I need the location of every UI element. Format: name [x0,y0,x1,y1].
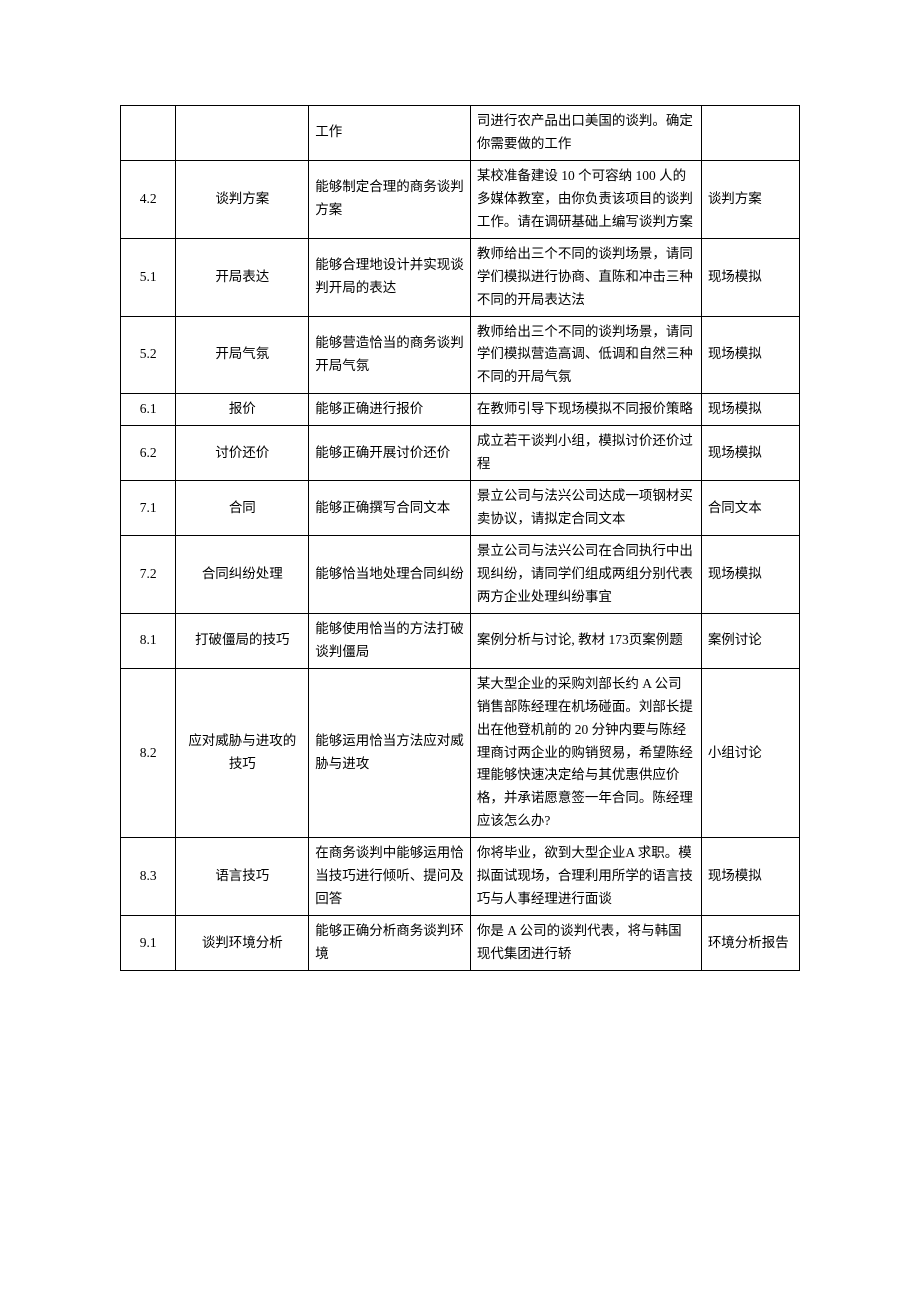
table-body: 工作 司进行农产品出口美国的谈判。确定你需要做的工作 4.2 谈判方案 能够制定… [121,106,800,971]
cell-id: 7.2 [121,536,176,614]
cell-goal: 能够运用恰当方法应对威胁与进攻 [309,668,471,838]
table-row: 4.2 谈判方案 能够制定合理的商务谈判方案 某校准备建设 10 个可容纳 10… [121,160,800,238]
cell-goal: 能够正确分析商务谈判环境 [309,916,471,971]
cell-id: 8.2 [121,668,176,838]
cell-name: 合同纠纷处理 [176,536,309,614]
cell-content: 案例分析与讨论, 教材 173页案例题 [470,613,701,668]
cell-content: 司进行农产品出口美国的谈判。确定你需要做的工作 [470,106,701,161]
cell-content: 某校准备建设 10 个可容纳 100 人的多媒体教室，由你负责该项目的谈判工作。… [470,160,701,238]
table-row: 工作 司进行农产品出口美国的谈判。确定你需要做的工作 [121,106,800,161]
cell-content: 教师给出三个不同的谈判场景，请同学们模拟进行协商、直陈和冲击三种不同的开局表达法 [470,238,701,316]
cell-output: 小组讨论 [701,668,799,838]
cell-id: 4.2 [121,160,176,238]
cell-name: 应对威胁与进攻的技巧 [176,668,309,838]
cell-id: 7.1 [121,481,176,536]
cell-goal: 能够使用恰当的方法打破谈判僵局 [309,613,471,668]
cell-id [121,106,176,161]
cell-content: 在教师引导下现场模拟不同报价策略 [470,394,701,426]
cell-name: 报价 [176,394,309,426]
cell-output: 谈判方案 [701,160,799,238]
cell-goal: 能够合理地设计并实现谈判开局的表达 [309,238,471,316]
cell-output [701,106,799,161]
table-row: 8.2 应对威胁与进攻的技巧 能够运用恰当方法应对威胁与进攻 某大型企业的采购刘… [121,668,800,838]
cell-id: 6.1 [121,394,176,426]
cell-goal: 能够营造恰当的商务谈判开局气氛 [309,316,471,394]
curriculum-table: 工作 司进行农产品出口美国的谈判。确定你需要做的工作 4.2 谈判方案 能够制定… [120,105,800,971]
cell-output: 现场模拟 [701,316,799,394]
cell-name: 开局气氛 [176,316,309,394]
cell-goal: 能够制定合理的商务谈判方案 [309,160,471,238]
cell-goal: 工作 [309,106,471,161]
cell-id: 5.2 [121,316,176,394]
cell-goal: 在商务谈判中能够运用恰当技巧进行倾听、提问及回答 [309,838,471,916]
cell-output: 现场模拟 [701,838,799,916]
cell-output: 合同文本 [701,481,799,536]
cell-id: 9.1 [121,916,176,971]
cell-name [176,106,309,161]
cell-content: 成立若干谈判小组，模拟讨价还价过程 [470,426,701,481]
cell-name: 合同 [176,481,309,536]
cell-id: 5.1 [121,238,176,316]
table-row: 5.1 开局表达 能够合理地设计并实现谈判开局的表达 教师给出三个不同的谈判场景… [121,238,800,316]
cell-id: 6.2 [121,426,176,481]
table-row: 5.2 开局气氛 能够营造恰当的商务谈判开局气氛 教师给出三个不同的谈判场景，请… [121,316,800,394]
cell-output: 环境分析报告 [701,916,799,971]
cell-output: 现场模拟 [701,238,799,316]
document-page: 工作 司进行农产品出口美国的谈判。确定你需要做的工作 4.2 谈判方案 能够制定… [0,0,920,1021]
table-row: 6.1 报价 能够正确进行报价 在教师引导下现场模拟不同报价策略 现场模拟 [121,394,800,426]
cell-content: 你将毕业，欲到大型企业A 求职。模拟面试现场，合理利用所学的语言技巧与人事经理进… [470,838,701,916]
cell-id: 8.1 [121,613,176,668]
cell-id: 8.3 [121,838,176,916]
table-row: 9.1 谈判环境分析 能够正确分析商务谈判环境 你是 A 公司的谈判代表，将与韩… [121,916,800,971]
cell-output: 现场模拟 [701,426,799,481]
cell-goal: 能够正确进行报价 [309,394,471,426]
cell-output: 案例讨论 [701,613,799,668]
cell-output: 现场模拟 [701,394,799,426]
cell-content: 教师给出三个不同的谈判场景，请同学们模拟营造高调、低调和自然三种不同的开局气氛 [470,316,701,394]
cell-content: 你是 A 公司的谈判代表，将与韩国现代集团进行轿 [470,916,701,971]
cell-content: 景立公司与法兴公司在合同执行中出现纠纷，请同学们组成两组分别代表两方企业处理纠纷… [470,536,701,614]
cell-content: 某大型企业的采购刘部长约 A 公司销售部陈经理在机场碰面。刘部长提出在他登机前的… [470,668,701,838]
cell-goal: 能够恰当地处理合同纠纷 [309,536,471,614]
table-row: 7.2 合同纠纷处理 能够恰当地处理合同纠纷 景立公司与法兴公司在合同执行中出现… [121,536,800,614]
cell-name: 语言技巧 [176,838,309,916]
cell-content: 景立公司与法兴公司达成一项钢材买卖协议，请拟定合同文本 [470,481,701,536]
table-row: 8.3 语言技巧 在商务谈判中能够运用恰当技巧进行倾听、提问及回答 你将毕业，欲… [121,838,800,916]
table-row: 8.1 打破僵局的技巧 能够使用恰当的方法打破谈判僵局 案例分析与讨论, 教材 … [121,613,800,668]
cell-name: 谈判环境分析 [176,916,309,971]
cell-goal: 能够正确撰写合同文本 [309,481,471,536]
cell-name: 讨价还价 [176,426,309,481]
cell-name: 开局表达 [176,238,309,316]
cell-name: 打破僵局的技巧 [176,613,309,668]
cell-name: 谈判方案 [176,160,309,238]
table-row: 6.2 讨价还价 能够正确开展讨价还价 成立若干谈判小组，模拟讨价还价过程 现场… [121,426,800,481]
table-row: 7.1 合同 能够正确撰写合同文本 景立公司与法兴公司达成一项钢材买卖协议，请拟… [121,481,800,536]
cell-output: 现场模拟 [701,536,799,614]
cell-goal: 能够正确开展讨价还价 [309,426,471,481]
